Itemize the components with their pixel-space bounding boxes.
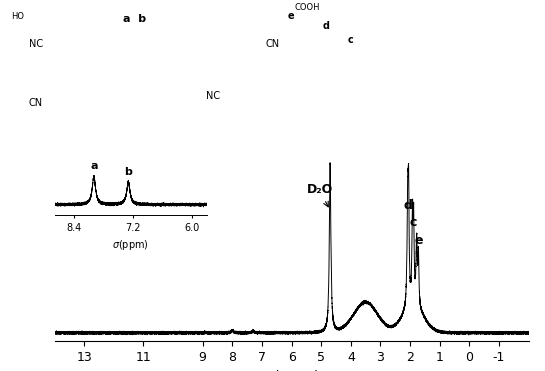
Text: NC: NC [29,39,43,49]
Text: e: e [287,11,294,21]
Text: b: b [124,167,132,177]
X-axis label: σ(ppm): σ(ppm) [264,370,319,371]
Text: d: d [403,199,412,212]
Text: CN: CN [266,39,280,49]
Text: NC: NC [206,91,220,101]
Text: a: a [90,161,98,171]
Text: c: c [409,216,417,229]
Text: CN: CN [29,98,43,108]
Text: D₂O: D₂O [306,183,332,207]
Text: d: d [323,20,330,30]
Text: a  b: a b [123,13,147,23]
Text: e: e [414,234,423,247]
Text: COOH: COOH [294,3,320,12]
Text: c: c [348,35,353,45]
X-axis label: $\sigma$(ppm): $\sigma$(ppm) [112,239,149,252]
Text: HO: HO [11,12,24,21]
